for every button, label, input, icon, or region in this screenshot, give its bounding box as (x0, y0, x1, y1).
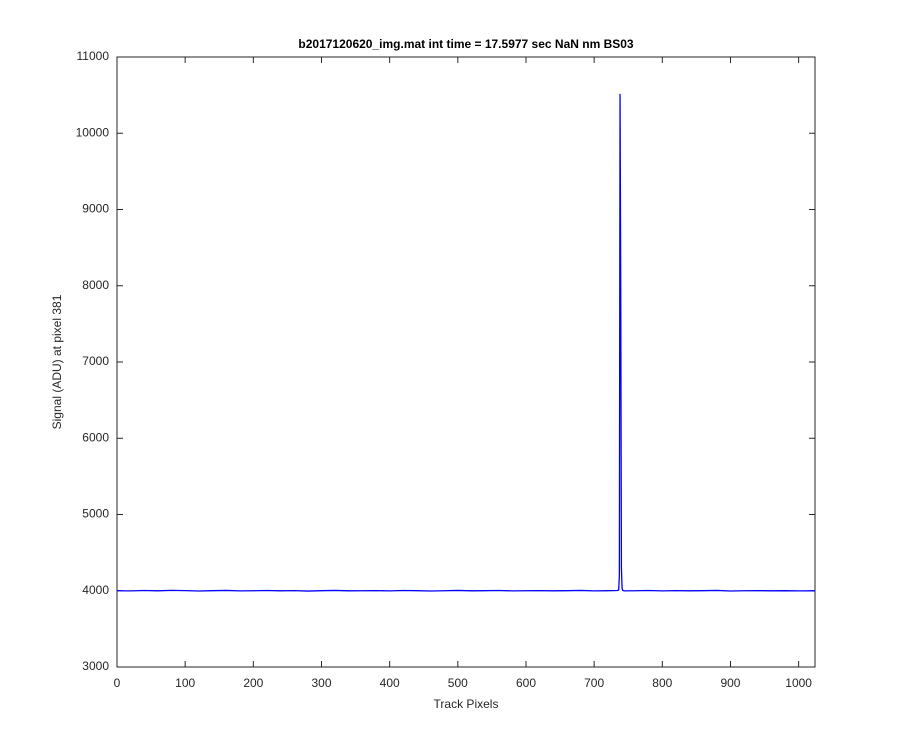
plot-area (116, 56, 816, 668)
y-tick-label: 7000 (82, 354, 109, 368)
y-tick-label: 6000 (82, 430, 109, 444)
x-tick-label: 200 (243, 676, 263, 690)
x-tick-label: 600 (516, 676, 536, 690)
chart-title: b2017120620_img.mat int time = 17.5977 s… (298, 37, 634, 51)
x-tick-label: 1000 (785, 676, 812, 690)
y-tick-label: 9000 (82, 202, 109, 216)
y-tick-label: 3000 (82, 659, 109, 673)
x-tick-label: 0 (114, 676, 121, 690)
y-tick-label: 5000 (82, 507, 109, 521)
x-tick-label: 900 (720, 676, 740, 690)
x-tick-label: 700 (584, 676, 604, 690)
x-tick-label: 300 (311, 676, 331, 690)
y-axis-label: Signal (ADU) at pixel 381 (50, 294, 64, 429)
data-line (116, 93, 816, 592)
x-tick-label: 500 (448, 676, 468, 690)
x-tick-label: 800 (652, 676, 672, 690)
y-tick-label: 11000 (77, 49, 110, 63)
y-tick-label: 4000 (82, 583, 109, 597)
x-tick-label: 400 (380, 676, 400, 690)
x-axis-label: Track Pixels (434, 697, 499, 711)
y-tick-label: 10000 (76, 125, 110, 139)
x-tick-label: 100 (175, 676, 195, 690)
y-tick-label: 8000 (82, 278, 109, 292)
